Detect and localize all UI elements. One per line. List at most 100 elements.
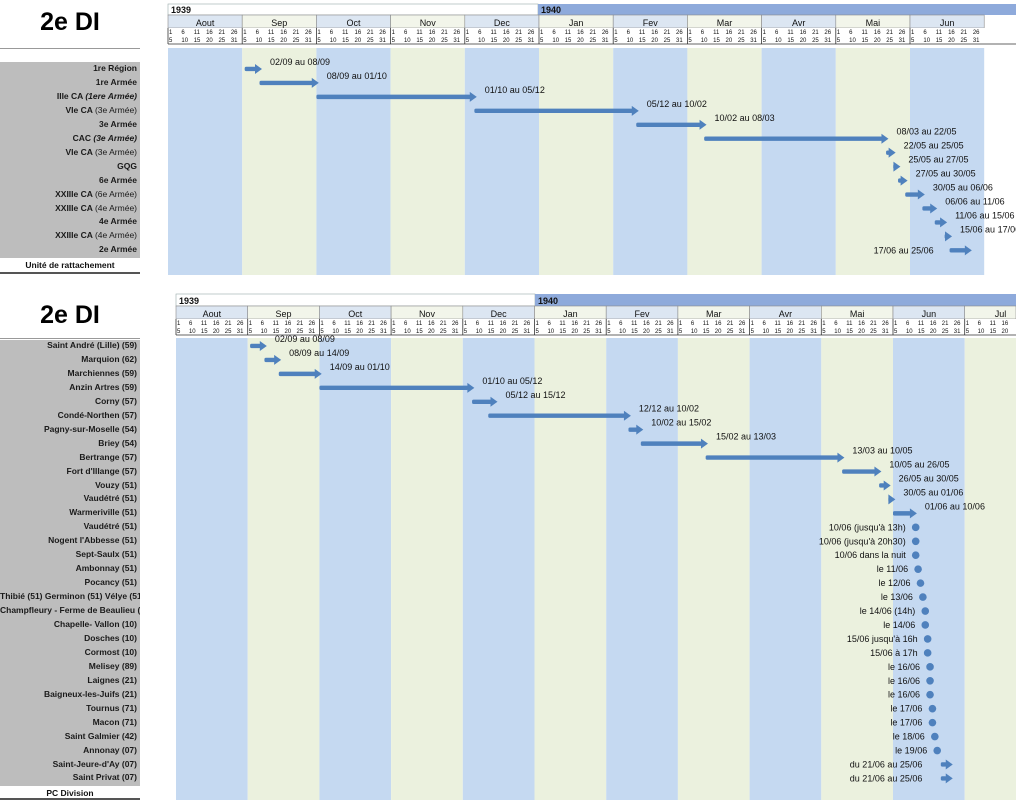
row-label: Saint Galmier (42) xyxy=(64,730,137,741)
bar-arrowhead xyxy=(945,773,953,784)
tick-label: 11 xyxy=(194,30,201,36)
month-band xyxy=(749,338,822,800)
row-label: Vouzy (51) xyxy=(95,479,137,490)
tick-label: 25 xyxy=(589,38,596,44)
tick-label: 11 xyxy=(565,30,572,36)
tick-label: 21 xyxy=(727,321,734,327)
point-marker xyxy=(916,579,925,587)
bar-label: 15/02 au 13/03 xyxy=(716,432,776,442)
bar-arrowhead xyxy=(314,368,322,379)
tick-label: 20 xyxy=(213,329,220,335)
bar-label: 02/09 au 08/09 xyxy=(270,57,330,67)
tick-label: 11 xyxy=(268,30,275,36)
tick-label: 11 xyxy=(990,321,997,327)
row-labels-background xyxy=(0,340,140,786)
gantt-chart-2: 1939 1940 Aout Sep Oct Nov Dec Jan Fev Mar Avr Mai J… xyxy=(175,293,1016,800)
tick-label: 10 xyxy=(189,329,196,335)
bar-label: du 21/06 au 25/06 xyxy=(850,759,923,769)
point-marker xyxy=(914,565,922,573)
tick-label: 15 xyxy=(416,329,423,335)
tick-label: 21 xyxy=(886,30,893,36)
tick-label: 1 xyxy=(688,30,692,36)
tick-label: 15 xyxy=(936,38,943,44)
bar-arrowhead xyxy=(274,354,282,365)
month-label: Fev xyxy=(643,18,659,28)
bar-arrowhead xyxy=(490,396,498,407)
tick-label: 31 xyxy=(453,38,460,44)
tick-label: 5 xyxy=(763,38,767,44)
tick-label: 6 xyxy=(547,321,551,327)
month-label: Aout xyxy=(196,18,215,28)
row-label: Champfleury - Ferme de Beaulieu (21) xyxy=(0,605,140,616)
month-label: Jan xyxy=(569,18,584,28)
point-marker xyxy=(931,732,939,741)
tick-label: 15 xyxy=(491,38,498,44)
bar xyxy=(259,80,313,86)
point-marker xyxy=(911,523,920,532)
tick-label: 26 xyxy=(602,30,609,36)
bar-label: 13/03 au 10/05 xyxy=(852,446,912,456)
tick-label: 16 xyxy=(726,30,733,36)
bar-arrowhead xyxy=(837,452,845,463)
bar-label: le 14/06 (14h) xyxy=(860,606,916,616)
tick-label: 6 xyxy=(691,321,695,327)
bar-arrowhead xyxy=(631,105,639,116)
tick-label: 6 xyxy=(404,321,408,327)
tick-label: 26 xyxy=(750,30,757,36)
row-label: Corny (57) xyxy=(94,395,137,406)
bar-arrowhead xyxy=(945,759,953,770)
tick-label: 15 xyxy=(703,329,710,335)
bar-label: le 16/06 xyxy=(888,662,920,672)
row-label: XXIIIe CA (6e Armée) xyxy=(55,188,137,199)
tick-label: 21 xyxy=(441,30,448,36)
tick-label: 15 xyxy=(862,38,869,44)
tick-label: 6 xyxy=(552,30,556,36)
tick-label: 16 xyxy=(428,321,435,327)
tick-label: 11 xyxy=(416,30,423,36)
tick-label: 26 xyxy=(739,321,746,327)
bar xyxy=(893,511,911,516)
tick-label: 31 xyxy=(380,329,387,335)
tick-label: 5 xyxy=(392,329,396,335)
tick-label: 11 xyxy=(787,30,794,36)
tick-label: 1 xyxy=(751,321,755,327)
tick-label: 10 xyxy=(476,329,483,335)
tick-label: 31 xyxy=(379,38,386,44)
bar-label: 01/10 au 05/12 xyxy=(482,376,542,386)
point-marker xyxy=(928,718,937,727)
tick-label: 20 xyxy=(858,329,865,335)
tick-label: 5 xyxy=(894,329,898,335)
row-label: Fort d'Illange (57) xyxy=(66,465,138,476)
month-label: Oct xyxy=(346,18,361,28)
month-band xyxy=(835,48,910,275)
bar xyxy=(905,192,919,197)
bar-arrowhead xyxy=(909,508,917,519)
row-label: Marchiennes (59) xyxy=(67,367,137,378)
row-label: Dosches (10) xyxy=(84,632,137,643)
bar-label: 08/09 au 14/09 xyxy=(289,348,349,358)
tick-label: 21 xyxy=(293,30,300,36)
tick-label: 20 xyxy=(948,38,955,44)
tick-label: 16 xyxy=(206,30,213,36)
panel-unite-rattachement: 2e DI 1re Région 1re Armée IIIe CA (1ere A… xyxy=(0,0,1016,280)
tick-label: 16 xyxy=(500,321,507,327)
tick-label: 5 xyxy=(540,38,544,44)
tick-label: 11 xyxy=(703,321,710,327)
tick-label: 25 xyxy=(441,38,448,44)
bar-arrowhead xyxy=(940,217,948,228)
tick-label: 5 xyxy=(249,329,253,335)
bar-arrowhead xyxy=(888,494,896,505)
tick-label: 5 xyxy=(464,329,468,335)
bar-label: le 16/06 xyxy=(888,676,920,686)
tick-label: 1 xyxy=(894,321,898,327)
month-band xyxy=(462,338,535,800)
row-label: 3e Armée xyxy=(99,118,137,129)
tick-label: 20 xyxy=(651,38,658,44)
month-label: Avr xyxy=(792,18,805,28)
tick-label: 31 xyxy=(231,38,238,44)
tick-label: 15 xyxy=(273,329,280,335)
row-label: Saint Privat (07) xyxy=(72,772,137,783)
tick-label: 5 xyxy=(822,329,826,335)
tick-label: 20 xyxy=(874,38,881,44)
tick-label: 11 xyxy=(918,321,925,327)
